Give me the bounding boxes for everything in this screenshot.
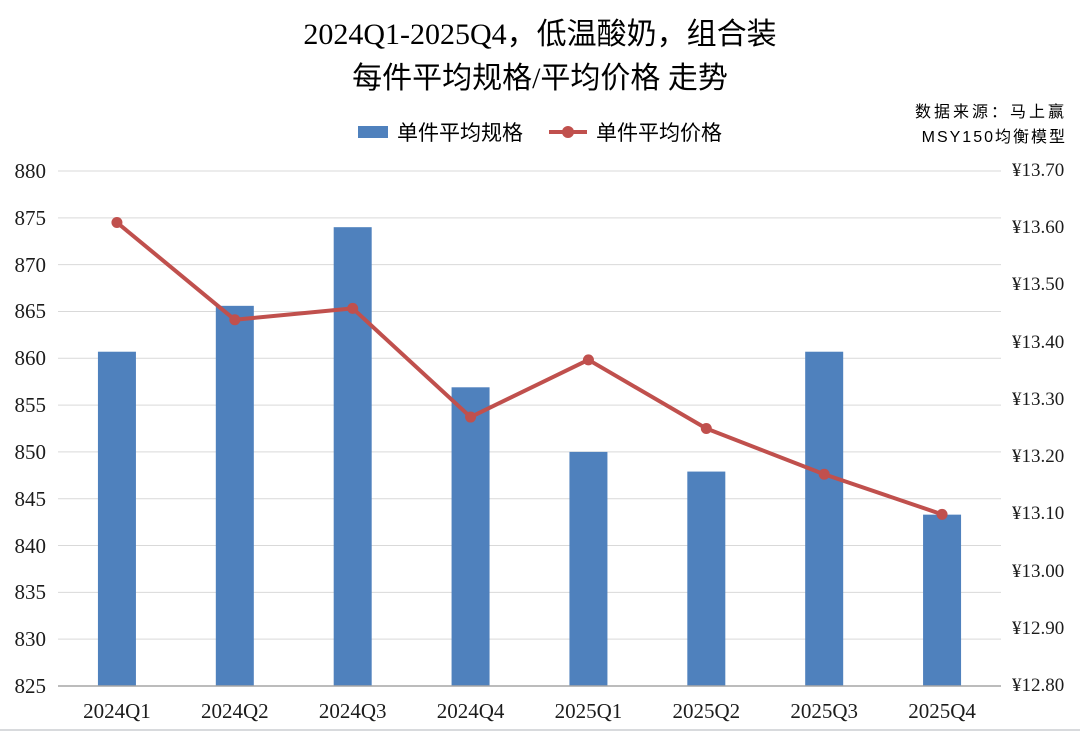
price-point-2024Q4 [465,411,477,423]
y-right-tick-13.40: ¥13.40 [1012,331,1065,353]
bar-series-swatch-icon [358,126,388,138]
y-right-tick-12.80: ¥12.80 [1012,675,1065,696]
line-series-dot-icon [562,126,574,138]
legend-item-spec: 单件平均规格 [358,117,523,147]
x-tick-2024Q4: 2024Q4 [436,699,505,723]
legend-price-label: 单件平均价格 [596,121,722,145]
y-left-tick-860: 860 [14,346,47,371]
bar-2024Q2 [215,305,254,686]
y-left-tick-865: 865 [14,299,47,324]
bar-2025Q4 [923,514,962,686]
bar-2025Q1 [569,451,608,686]
y-right-tick-13.20: ¥13.20 [1012,446,1065,468]
y-right-tick-13.50: ¥13.50 [1012,274,1065,296]
bar-2024Q3 [333,227,372,686]
y-left-tick-835: 835 [14,580,47,605]
y-left-tick-840: 840 [14,533,47,558]
bar-2024Q1 [97,351,136,686]
y-right-tick-13.30: ¥13.30 [1012,388,1065,410]
chart-title-line1: 2024Q1-2025Q4，低温酸奶，组合装 [303,18,777,51]
y-left-tick-880: 880 [14,159,47,183]
y-right-tick-13.00: ¥13.00 [1012,560,1065,582]
price-point-2024Q2 [229,314,241,326]
y-right-tick-13.60: ¥13.60 [1012,217,1065,239]
x-tick-2025Q4: 2025Q4 [908,699,976,723]
y-right-tick-12.90: ¥12.90 [1012,617,1065,639]
price-point-2025Q3 [818,468,830,480]
y-left-tick-825: 825 [14,674,47,698]
y-right-tick-13.10: ¥13.10 [1012,503,1065,525]
price-point-2024Q3 [347,302,359,314]
y-left-tick-830: 830 [14,627,47,652]
chart-title-line2: 每件平均规格/平均价格 走势 [352,62,728,95]
bar-2025Q2 [687,471,726,686]
x-tick-2025Q3: 2025Q3 [790,699,859,723]
y-left-tick-845: 845 [14,486,47,511]
legend-item-price: 单件平均价格 [549,117,722,147]
legend-spec-label: 单件平均规格 [397,121,523,145]
price-point-2024Q1 [111,217,123,228]
x-tick-2024Q2: 2024Q2 [200,699,269,723]
x-tick-2024Q1: 2024Q1 [83,699,151,723]
price-point-2025Q1 [582,354,594,366]
bar-2025Q3 [805,351,844,686]
y-right-tick-13.70: ¥13.70 [1012,160,1065,181]
y-left-tick-855: 855 [14,393,47,418]
price-point-2025Q4 [936,508,948,520]
price-trend-line [114,220,945,517]
x-tick-2025Q1: 2025Q1 [554,699,623,723]
y-left-tick-850: 850 [14,439,47,464]
y-left-tick-875: 875 [14,205,47,230]
data-source-line1: 数据来源：马上赢 [914,104,1067,121]
chart-title: 2024Q1-2025Q4，低温酸奶，组合装 每件平均规格/平均价格 走势 [0,13,1080,101]
y-left-tick-870: 870 [14,252,47,277]
x-tick-2024Q3: 2024Q3 [318,699,387,723]
bar-2024Q4 [451,387,490,686]
chart-legend: 单件平均规格 单件平均价格 [0,117,1080,147]
data-source-line2: MSY150均衡模型 [921,129,1067,146]
data-source-note: 数据来源：马上赢 MSY150均衡模型 [915,100,1067,150]
x-tick-2025Q2: 2025Q2 [672,699,741,723]
price-point-2025Q2 [700,423,712,434]
bottom-border-line [0,729,1080,731]
line-series-marker-icon [549,126,587,138]
